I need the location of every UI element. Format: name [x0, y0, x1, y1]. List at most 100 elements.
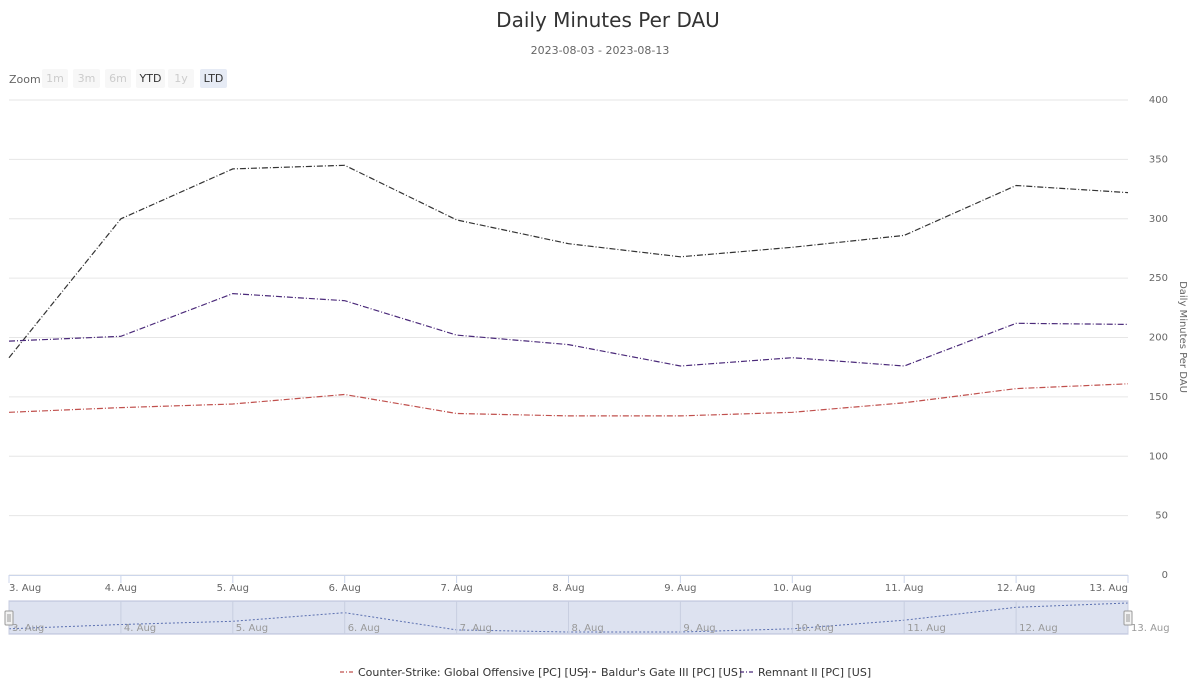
data-point[interactable] — [1125, 381, 1131, 387]
data-point[interactable] — [230, 401, 236, 407]
data-point[interactable] — [342, 298, 348, 304]
data-point[interactable] — [566, 342, 572, 348]
series-2 — [6, 162, 1131, 361]
legend-label: Counter-Strike: Global Offensive [PC] [U… — [358, 666, 588, 679]
x-tick-label: 12. Aug — [997, 583, 1036, 594]
zoom-button-3m[interactable]: 3m — [73, 69, 100, 88]
data-point[interactable] — [342, 162, 348, 168]
data-point[interactable] — [901, 232, 907, 238]
zoom-button-bg — [200, 69, 227, 88]
grid-lines — [9, 99, 1128, 576]
zoom-button-1y[interactable]: 1y — [168, 69, 194, 88]
x-tick-label: 9. Aug — [664, 583, 696, 594]
data-point[interactable] — [1013, 386, 1019, 392]
y-tick-label: 50 — [1155, 511, 1168, 522]
data-point[interactable] — [118, 333, 124, 339]
data-point[interactable] — [789, 355, 795, 361]
series-line — [8, 164, 1129, 359]
zoom-button-bg — [105, 69, 131, 88]
y-tick-label: 350 — [1149, 154, 1168, 165]
x-tick-label: 4. Aug — [105, 583, 137, 594]
zoom-button-label: YTD — [139, 72, 162, 85]
data-point[interactable] — [677, 254, 683, 260]
y-axis-label: Daily Minutes Per DAU — [1177, 281, 1188, 393]
x-tick-label: 10. Aug — [773, 583, 812, 594]
data-point[interactable] — [230, 291, 236, 297]
data-point[interactable] — [566, 413, 572, 419]
legend-item[interactable]: Counter-Strike: Global Offensive [PC] [U… — [340, 666, 588, 679]
zoom-buttons: 1m 3m 6m YTD 1y LTD — [42, 69, 227, 88]
handle-grip — [1123, 610, 1133, 626]
legend-label: Baldur's Gate III [PC] [US] — [601, 666, 742, 679]
series-line — [8, 383, 1129, 417]
navigator-tick-label: 6. Aug — [348, 623, 380, 634]
zoom-button-bg — [42, 69, 68, 88]
data-point[interactable] — [1125, 321, 1131, 327]
data-point[interactable] — [342, 392, 348, 398]
zoom-label: Zoom — [9, 73, 41, 86]
data-point[interactable] — [118, 405, 124, 411]
data-point[interactable] — [901, 363, 907, 369]
series-3 — [6, 291, 1131, 369]
y-axis-ticks: 0 50 100 150 200 250 300 350 400 — [1149, 95, 1168, 581]
data-point[interactable] — [454, 332, 460, 338]
data-point[interactable] — [901, 400, 907, 406]
navigator-tick-label: 12. Aug — [1019, 623, 1058, 634]
zoom-button-ltd[interactable]: LTD — [200, 69, 227, 88]
data-point[interactable] — [677, 363, 683, 369]
navigator-tick-label: 11. Aug — [907, 623, 946, 634]
navigator-tick-label: 10. Aug — [795, 623, 834, 634]
data-point[interactable] — [230, 166, 236, 172]
x-axis-ticks: 3. Aug 4. Aug 5. Aug 6. Aug 7. Aug 8. Aug 9. A… — [8, 575, 1129, 594]
navigator-tick-label: 13. Aug — [1131, 623, 1170, 634]
zoom-button-label: 6m — [109, 72, 127, 85]
navigator-tick-label: 8. Aug — [572, 623, 604, 634]
data-point[interactable] — [454, 217, 460, 223]
chart-title: Daily Minutes Per DAU — [496, 8, 720, 32]
zoom-button-label: 1m — [46, 72, 64, 85]
zoom-button-bg — [168, 69, 194, 88]
navigator-tick-label: 7. Aug — [460, 623, 492, 634]
navigator-tick-label: 9. Aug — [683, 623, 715, 634]
zoom-button-label: 1y — [174, 72, 188, 85]
x-tick-label: 8. Aug — [552, 583, 584, 594]
y-tick-label: 0 — [1162, 570, 1168, 581]
x-tick-label: 3. Aug — [9, 583, 41, 594]
legend-item[interactable]: Baldur's Gate III [PC] [US] — [583, 666, 742, 679]
zoom-button-ytd[interactable]: YTD — [136, 69, 165, 88]
series-1 — [6, 381, 1131, 419]
x-tick-label: 5. Aug — [217, 583, 249, 594]
navigator-handle-right[interactable] — [1123, 610, 1133, 626]
data-point[interactable] — [6, 355, 12, 361]
handle-grip — [4, 610, 14, 626]
zoom-button-6m[interactable]: 6m — [105, 69, 131, 88]
series-lines — [6, 162, 1131, 419]
data-point[interactable] — [1013, 183, 1019, 189]
navigator-handle-left[interactable] — [4, 610, 14, 626]
zoom-button-label: LTD — [204, 72, 224, 85]
legend-item[interactable]: Remnant II [PC] [US] — [740, 666, 871, 679]
data-point[interactable] — [789, 244, 795, 250]
zoom-button-label: 3m — [78, 72, 96, 85]
legend-label: Remnant II [PC] [US] — [758, 666, 871, 679]
data-point[interactable] — [789, 409, 795, 415]
data-point[interactable] — [118, 216, 124, 222]
data-point[interactable] — [454, 411, 460, 417]
zoom-button-bg — [136, 69, 165, 88]
y-tick-label: 100 — [1149, 451, 1168, 462]
x-tick-label: 13. Aug — [1089, 583, 1128, 594]
data-point[interactable] — [1125, 190, 1131, 196]
data-point[interactable] — [6, 338, 12, 344]
data-point[interactable] — [566, 241, 572, 247]
y-tick-label: 400 — [1149, 95, 1168, 106]
data-point[interactable] — [6, 409, 12, 415]
y-tick-label: 200 — [1149, 333, 1168, 344]
data-point[interactable] — [1013, 320, 1019, 326]
data-point[interactable] — [677, 413, 683, 419]
legend: Counter-Strike: Global Offensive [PC] [U… — [340, 666, 871, 679]
zoom-button-1m[interactable]: 1m — [42, 69, 68, 88]
x-tick-label: 7. Aug — [440, 583, 472, 594]
y-tick-label: 250 — [1149, 273, 1168, 284]
navigator[interactable]: 3. Aug 4. Aug 5. Aug 6. Aug 7. Aug 8. Aug 9. A… — [4, 600, 1170, 635]
